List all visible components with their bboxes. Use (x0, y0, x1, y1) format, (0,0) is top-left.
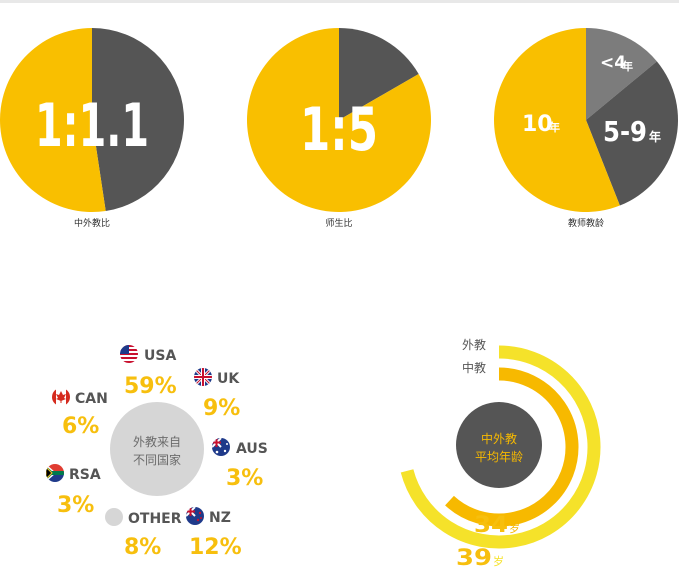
top-divider (0, 0, 679, 3)
new-zealand-flag-icon (186, 507, 204, 525)
uk-flag-icon (194, 368, 212, 386)
pie-slice-1 (0, 28, 106, 212)
south-africa-flag-icon (46, 464, 64, 482)
center-label-line1: 外教来自 (133, 434, 181, 449)
country-name: CAN (75, 391, 108, 407)
center-label-line2: 平均年龄 (475, 450, 523, 464)
country-name: NZ (209, 510, 231, 526)
slice-label: 10 (522, 112, 553, 137)
pie-slice-0 (586, 28, 657, 120)
series-label: 外教 (462, 337, 486, 352)
australia-flag-icon (212, 438, 230, 456)
radial-bar-average-age: 外教 中教 中外教 平均年龄 34 岁 39 岁 (400, 337, 601, 571)
inner-value: 34 (474, 513, 508, 538)
center-disc (456, 402, 542, 488)
country-south-africa: RSA 3% (46, 464, 101, 518)
country-uk: UK 9% (194, 368, 240, 421)
outer-value: 39 (456, 546, 492, 571)
usa-flag-icon (120, 345, 138, 363)
pie-chart-teacher-student: 1:5 师生比 (247, 28, 432, 229)
country-australia: AUS 3% (212, 438, 268, 491)
country-pct: 3% (57, 493, 94, 518)
slice-label: 5-9 (603, 115, 647, 148)
country-other: OTHER 8% (105, 508, 182, 560)
country-pct: 59% (124, 374, 177, 399)
pie-chart-ratio-teachers: 1:1.1 中外教比 (0, 27, 185, 229)
outer-unit: 岁 (493, 554, 504, 568)
pie-caption: 师生比 (325, 217, 352, 229)
country-pct: 6% (62, 414, 99, 439)
country-new-zealand: NZ 12% (186, 507, 242, 560)
canada-flag-icon (52, 388, 70, 406)
center-label-line2: 不同国家 (133, 452, 181, 467)
country-pct: 3% (226, 466, 263, 491)
pie-caption: 教师教龄 (568, 217, 604, 229)
pie-slice-0 (339, 28, 419, 120)
slice-label: <4 (600, 53, 626, 73)
countries-chart: 外教来自 不同国家 USA 59% (46, 345, 268, 560)
country-name: AUS (236, 441, 268, 457)
country-canada: CAN 6% (52, 388, 108, 439)
country-name: UK (217, 371, 240, 387)
pie-slice-1 (586, 61, 678, 206)
pie-slice-1 (247, 28, 432, 212)
pie-caption: 中外教比 (74, 217, 110, 229)
pie-slice-0 (92, 27, 185, 211)
country-name: USA (144, 348, 176, 364)
slice-unit: 年 (622, 59, 633, 73)
series-label: 中教 (462, 360, 486, 375)
arc-foreign-teachers (400, 345, 601, 549)
country-pct: 12% (189, 535, 242, 560)
gray-dot-icon (105, 508, 123, 526)
country-name: RSA (69, 467, 101, 483)
center-label-line1: 中外教 (481, 431, 517, 446)
arc-chinese-teachers (445, 367, 579, 527)
center-bubble (110, 402, 204, 496)
country-pct: 9% (203, 396, 240, 421)
country-name: OTHER (128, 511, 182, 527)
country-usa: USA 59% (120, 345, 177, 399)
pie-label-ratio: 1:1.1 (35, 91, 149, 161)
slice-unit: 年 (649, 129, 661, 144)
pie-label-ratio: 1:5 (300, 95, 378, 165)
inner-unit: 岁 (509, 521, 520, 535)
pie-slice-2 (493, 28, 620, 212)
country-pct: 8% (124, 535, 161, 560)
pie-chart-teaching-years: <4 年 5-9 年 10 年 教师教龄 (493, 28, 678, 229)
slice-unit: 年 (549, 120, 560, 134)
